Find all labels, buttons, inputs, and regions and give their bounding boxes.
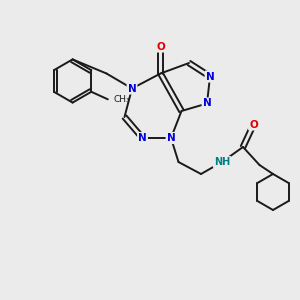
Text: NH: NH — [214, 157, 230, 167]
Text: N: N — [202, 98, 211, 109]
Text: O: O — [249, 119, 258, 130]
Text: CH₃: CH₃ — [113, 95, 130, 104]
Text: O: O — [156, 41, 165, 52]
Text: N: N — [128, 83, 136, 94]
Text: N: N — [167, 133, 176, 143]
Text: N: N — [206, 71, 214, 82]
Text: N: N — [138, 133, 147, 143]
